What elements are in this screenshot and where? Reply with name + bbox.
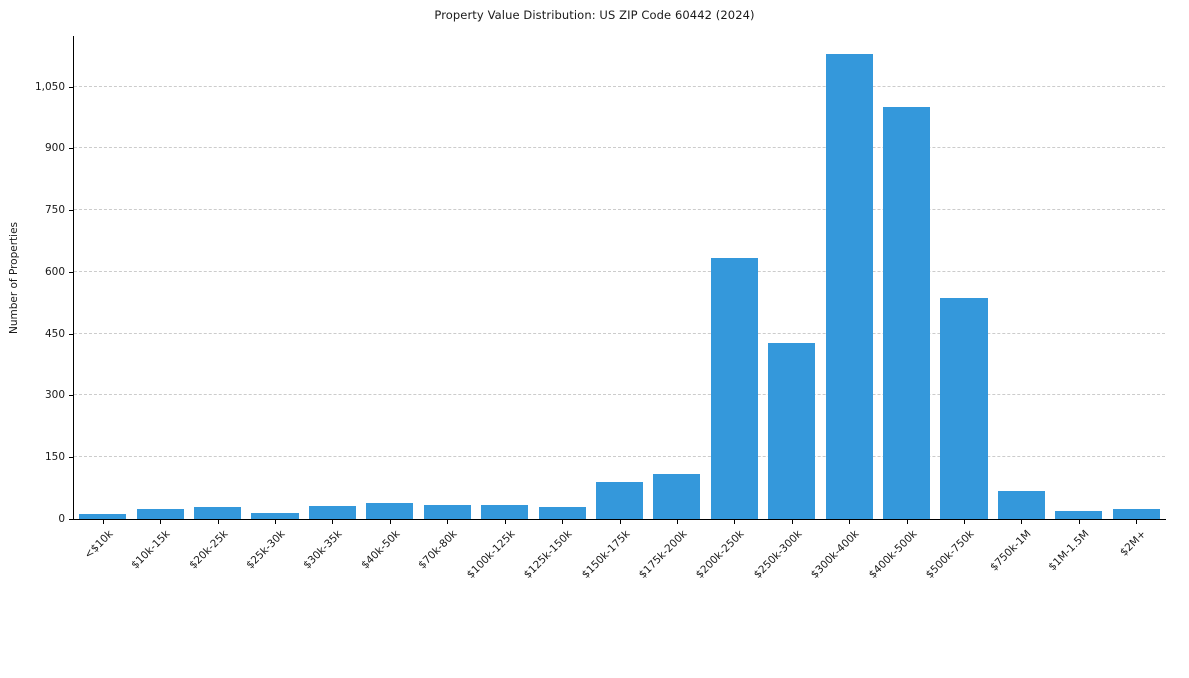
chart-title: Property Value Distribution: US ZIP Code…	[434, 8, 755, 22]
x-tick-mark	[217, 519, 219, 524]
y-tick-mark	[69, 271, 74, 273]
x-tick-mark	[332, 519, 334, 524]
bar	[595, 481, 644, 519]
bar	[481, 505, 529, 519]
x-tick-mark	[1021, 519, 1023, 524]
y-tick-mark	[69, 457, 74, 459]
x-tick-mark	[504, 519, 506, 524]
y-tick-label: 150	[44, 451, 65, 464]
bar-series	[74, 36, 1165, 519]
bar	[653, 474, 701, 519]
x-tick-mark	[447, 519, 449, 524]
bar	[1112, 508, 1160, 519]
x-tick-mark	[964, 519, 966, 524]
y-tick-mark	[69, 333, 74, 335]
y-tick-label: 0	[58, 513, 65, 525]
x-tick-mark	[102, 519, 104, 524]
bar	[423, 505, 471, 519]
x-tick-mark	[274, 519, 276, 524]
chart-figure: Property Value Distribution: US ZIP Code…	[8, 8, 1166, 581]
x-tick-mark	[160, 519, 162, 524]
x-tick-mark	[562, 519, 564, 524]
bar	[251, 512, 299, 519]
bar	[997, 491, 1045, 519]
bar	[79, 514, 127, 519]
x-tick-mark	[1078, 519, 1080, 524]
y-axis-label: Number of Properties	[8, 221, 20, 334]
bar	[308, 505, 356, 519]
bar	[825, 53, 873, 519]
y-tick-mark	[69, 210, 74, 212]
y-tick-mark	[69, 395, 74, 397]
y-tick-label: 750	[44, 204, 65, 217]
bar	[710, 257, 758, 519]
x-tick-mark	[676, 519, 678, 524]
bar	[538, 507, 586, 519]
bar	[136, 508, 184, 519]
bar	[366, 502, 414, 519]
x-tick-mark	[849, 519, 851, 524]
y-tick-label: 450	[44, 327, 65, 340]
x-tick-mark	[906, 519, 908, 524]
y-tick-label: 300	[44, 389, 65, 402]
bar	[940, 298, 988, 519]
bar	[194, 506, 242, 519]
x-tick-mark	[791, 519, 793, 524]
y-tick-label: 900	[44, 142, 65, 155]
x-tick-mark	[389, 519, 391, 524]
plot-area	[74, 36, 1165, 519]
x-tick-mark	[1136, 519, 1138, 524]
y-tick-mark	[69, 519, 74, 520]
bar	[768, 343, 816, 519]
y-tick-label: 1,050	[34, 80, 65, 93]
x-tick-mark	[734, 519, 736, 524]
y-axis-line	[73, 36, 74, 520]
bar	[1055, 511, 1103, 519]
y-tick-mark	[69, 148, 74, 150]
y-tick-mark	[69, 86, 74, 88]
x-tick-mark	[619, 519, 621, 524]
y-tick-label: 600	[44, 265, 65, 278]
bar	[883, 106, 931, 519]
